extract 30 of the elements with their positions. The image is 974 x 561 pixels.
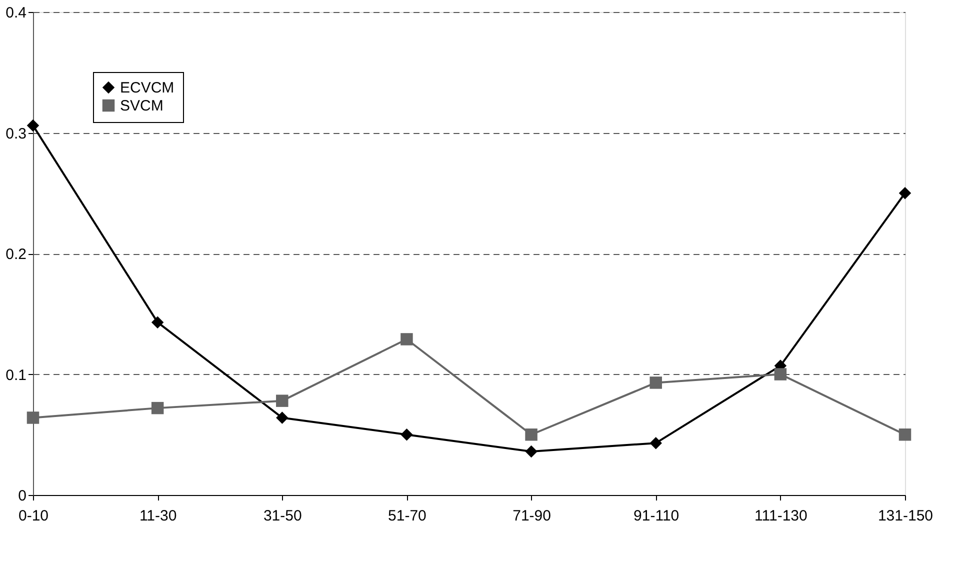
x-tick-label: 31-50 [263, 508, 302, 524]
point [151, 316, 164, 328]
legend-label: SVCM [120, 98, 164, 114]
y-tick-label: 0.2 [6, 246, 26, 263]
point [400, 428, 413, 441]
x-tick-label: 71-90 [512, 508, 551, 524]
x-tick-label: 91-110 [634, 508, 680, 524]
point [276, 394, 288, 407]
point [525, 445, 538, 458]
x-tick-label: 131-150 [878, 508, 934, 524]
point [400, 333, 413, 346]
point [650, 376, 662, 389]
point [650, 436, 662, 450]
point [774, 368, 787, 380]
y-tick-label: 0.1 [6, 366, 26, 384]
x-tick-label: 11-30 [139, 508, 177, 524]
y-tick-label: 0 [18, 488, 26, 504]
point [151, 402, 164, 414]
point [898, 187, 912, 200]
point [26, 412, 40, 424]
x-tick-label: 111-130 [754, 508, 808, 524]
point [525, 428, 538, 441]
point [276, 412, 288, 424]
y-tick-label: 0.4 [6, 4, 26, 22]
point [898, 428, 912, 441]
legend-label: ECVCM [120, 80, 174, 96]
x-tick-label: 51-70 [388, 508, 426, 524]
y-tick-label: 0.3 [6, 125, 26, 142]
x-tick-label: 0-10 [18, 508, 49, 524]
point [26, 119, 40, 132]
